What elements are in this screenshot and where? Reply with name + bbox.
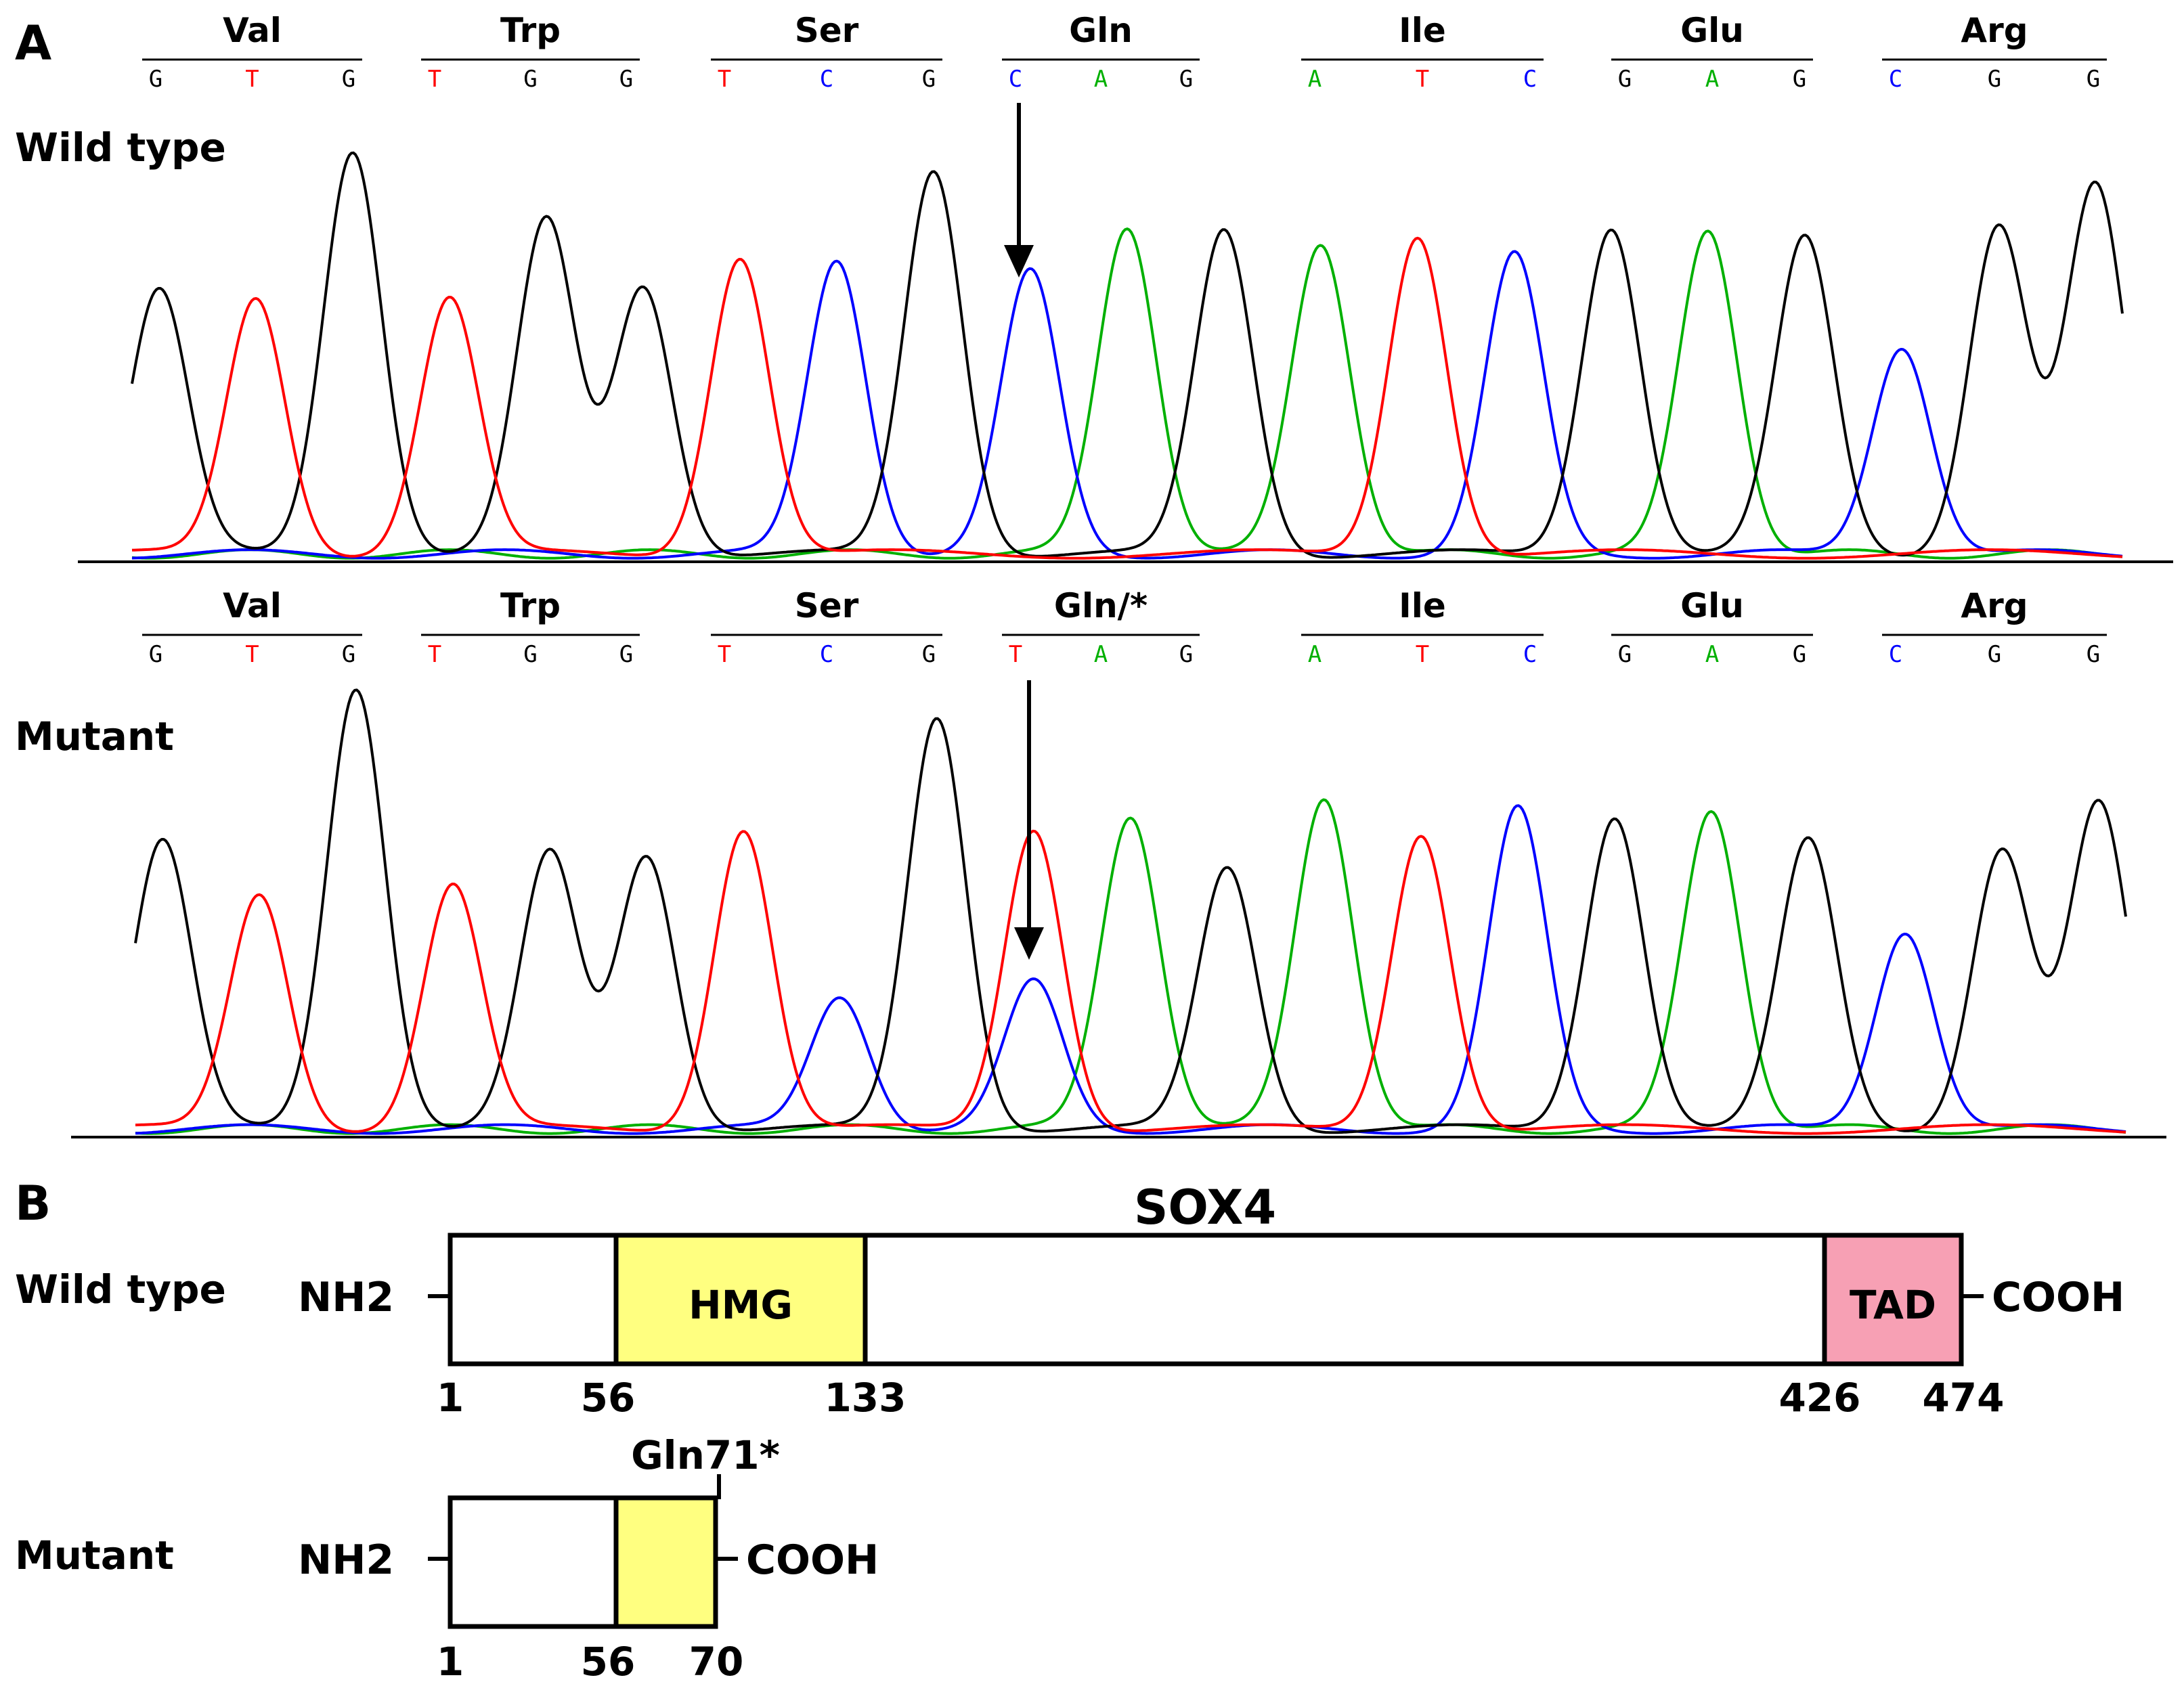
- mutant-mutation-arrow: [1014, 680, 1044, 960]
- wild-type-n-terminus: NH2: [298, 1274, 394, 1321]
- wild-type-mutation-arrow: [1004, 103, 1034, 278]
- base-call: T: [428, 641, 441, 668]
- base-call: G: [1179, 641, 1193, 668]
- panel-a-label: A: [15, 16, 51, 71]
- trace-G: [134, 688, 2127, 1134]
- mutant-protein: Gln71* Mutant NH2 COOH 1 56 70: [15, 1432, 879, 1684]
- tad-domain: [1822, 1233, 1964, 1367]
- codon-aa-label: Trp: [500, 11, 561, 50]
- codon-aa-label: Glu: [1680, 586, 1744, 625]
- protein-name: SOX4: [1134, 1180, 1276, 1235]
- trace-C: [135, 804, 2126, 1135]
- base-call: A: [1308, 641, 1322, 668]
- base-call: G: [1618, 641, 1632, 668]
- wild-type-chromatogram: Wild type Val G T G Trp T G G Ser T C G Gln C A G Ile A T C…: [15, 11, 2173, 563]
- base-call: G: [619, 641, 633, 668]
- base-call: G: [1179, 66, 1193, 93]
- base-call: G: [1988, 641, 2001, 668]
- mutant-chromatogram: Mutant Val G T G Trp T G G Ser T C G Gln/* T A G Ile A T C G…: [15, 586, 2166, 1138]
- wild-type-codon-row: Val G T G Trp T G G Ser T C G Gln C A G Ile A T C Glu G A G Arg C…: [142, 11, 2107, 93]
- codon-aa-label: Ile: [1399, 586, 1446, 625]
- base-call: A: [1308, 66, 1322, 93]
- codon-aa-label: Ser: [795, 11, 859, 50]
- mutant-traces: [134, 688, 2127, 1135]
- mutant-truncated-hmg: [613, 1495, 718, 1629]
- base-call: G: [2087, 66, 2100, 93]
- panel-b-label: B: [15, 1176, 51, 1231]
- codon-aa-label: Gln: [1069, 11, 1133, 50]
- tad-domain-label: TAD: [1850, 1282, 1936, 1328]
- trace-T: [135, 829, 2126, 1135]
- codon-aa-label: Ser: [795, 586, 859, 625]
- mutant-c-terminus: COOH: [746, 1536, 879, 1584]
- codon-aa-label: Arg: [1961, 11, 2028, 50]
- base-call: G: [149, 641, 162, 668]
- trace-A: [131, 227, 2123, 560]
- trace-T: [131, 236, 2123, 560]
- base-call: T: [428, 66, 441, 93]
- base-call: C: [1009, 66, 1022, 93]
- mutant-n-terminus: NH2: [298, 1536, 394, 1584]
- wt-tick-474: 474: [1922, 1375, 2004, 1421]
- mutant-protein-title: Mutant: [15, 1532, 174, 1578]
- wt-tick-133: 133: [824, 1375, 906, 1421]
- mutation-label: Gln71*: [631, 1432, 780, 1478]
- mut-tick-1: 1: [437, 1639, 464, 1684]
- mut-tick-56: 56: [581, 1639, 636, 1684]
- mut-tick-70: 70: [689, 1639, 744, 1684]
- codon-aa-label: Gln/*: [1054, 586, 1148, 625]
- codon-aa-label: Arg: [1961, 586, 2028, 625]
- codon-aa-label: Glu: [1680, 11, 1744, 50]
- base-call: A: [1094, 66, 1108, 93]
- base-call: G: [523, 641, 537, 668]
- base-call: G: [922, 641, 936, 668]
- base-call: A: [1705, 66, 1719, 93]
- wt-tick-56: 56: [581, 1375, 636, 1421]
- wild-type-protein-title: Wild type: [15, 1266, 226, 1312]
- codon-aa-label: Trp: [500, 586, 561, 625]
- codon-aa-label: Val: [223, 586, 282, 625]
- base-call: T: [1009, 641, 1022, 668]
- base-call: G: [342, 641, 355, 668]
- base-call: A: [1094, 641, 1108, 668]
- base-call: C: [1889, 66, 1902, 93]
- mutant-title: Mutant: [15, 713, 174, 759]
- base-call: C: [1523, 66, 1537, 93]
- hmg-domain: [613, 1233, 868, 1367]
- base-call: G: [922, 66, 936, 93]
- base-call: C: [820, 66, 833, 93]
- base-call: C: [1889, 641, 1902, 668]
- base-call: T: [1416, 66, 1429, 93]
- wild-type-traces: [131, 151, 2124, 560]
- wild-type-protein: Wild type NH2 HMG TAD COOH 1 56 133 426 …: [15, 1233, 2124, 1421]
- base-call: T: [245, 641, 259, 668]
- base-call: T: [718, 641, 731, 668]
- wild-type-c-terminus: COOH: [1992, 1274, 2124, 1321]
- base-call: C: [1523, 641, 1537, 668]
- base-call: G: [2087, 641, 2100, 668]
- base-call: G: [1793, 641, 1806, 668]
- base-call: A: [1705, 641, 1719, 668]
- codon-aa-label: Val: [223, 11, 282, 50]
- hmg-domain-label: HMG: [689, 1282, 793, 1328]
- base-call: T: [1416, 641, 1429, 668]
- base-call: C: [820, 641, 833, 668]
- base-call: G: [1988, 66, 2001, 93]
- codon-aa-label: Ile: [1399, 11, 1446, 50]
- wild-type-title: Wild type: [15, 125, 226, 171]
- base-call: G: [149, 66, 162, 93]
- base-call: G: [342, 66, 355, 93]
- trace-A: [135, 798, 2126, 1135]
- wt-tick-1: 1: [437, 1375, 464, 1421]
- trace-G: [131, 151, 2124, 559]
- base-call: T: [718, 66, 731, 93]
- mutant-codon-row: Val G T G Trp T G G Ser T C G Gln/* T A G Ile A T C Glu G A G Ar…: [142, 586, 2107, 668]
- wt-tick-426: 426: [1778, 1375, 1860, 1421]
- base-call: G: [1618, 66, 1632, 93]
- base-call: G: [523, 66, 537, 93]
- base-call: G: [1793, 66, 1806, 93]
- base-call: G: [619, 66, 633, 93]
- base-call: T: [245, 66, 259, 93]
